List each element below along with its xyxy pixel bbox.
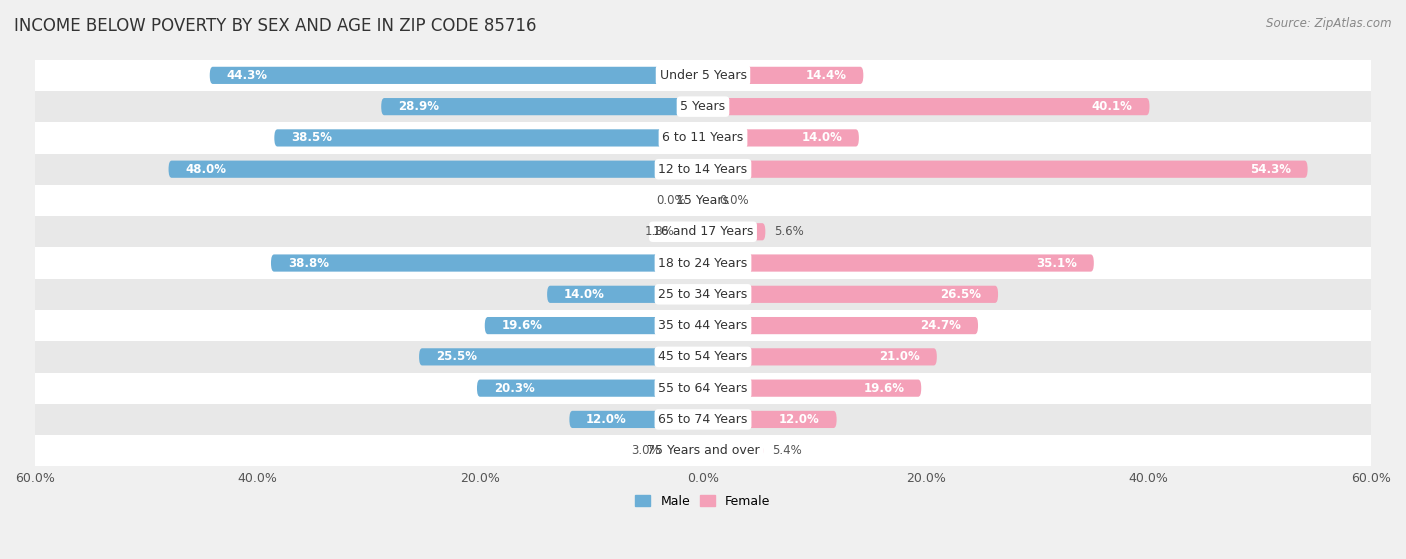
FancyBboxPatch shape <box>35 435 1371 466</box>
Text: Under 5 Years: Under 5 Years <box>659 69 747 82</box>
FancyBboxPatch shape <box>703 380 921 397</box>
FancyBboxPatch shape <box>703 286 998 303</box>
FancyBboxPatch shape <box>703 223 765 240</box>
Text: 35 to 44 Years: 35 to 44 Years <box>658 319 748 332</box>
FancyBboxPatch shape <box>35 60 1371 91</box>
Text: 12.0%: 12.0% <box>779 413 820 426</box>
FancyBboxPatch shape <box>703 254 1094 272</box>
Text: 38.5%: 38.5% <box>291 131 332 144</box>
FancyBboxPatch shape <box>35 154 1371 185</box>
Text: 54.3%: 54.3% <box>1250 163 1291 176</box>
FancyBboxPatch shape <box>274 129 703 146</box>
Text: 19.6%: 19.6% <box>502 319 543 332</box>
Text: 18 to 24 Years: 18 to 24 Years <box>658 257 748 269</box>
Text: 14.0%: 14.0% <box>801 131 842 144</box>
Text: 3.0%: 3.0% <box>631 444 661 457</box>
FancyBboxPatch shape <box>703 442 763 459</box>
Text: 26.5%: 26.5% <box>941 288 981 301</box>
Text: 1.8%: 1.8% <box>644 225 673 238</box>
Text: 0.0%: 0.0% <box>720 194 749 207</box>
Text: 44.3%: 44.3% <box>226 69 267 82</box>
FancyBboxPatch shape <box>485 317 703 334</box>
FancyBboxPatch shape <box>703 160 1308 178</box>
FancyBboxPatch shape <box>703 129 859 146</box>
Legend: Male, Female: Male, Female <box>630 490 776 513</box>
Text: 25.5%: 25.5% <box>436 350 477 363</box>
Text: 12.0%: 12.0% <box>586 413 627 426</box>
FancyBboxPatch shape <box>703 348 936 366</box>
Text: 15 Years: 15 Years <box>676 194 730 207</box>
Text: Source: ZipAtlas.com: Source: ZipAtlas.com <box>1267 17 1392 30</box>
Text: INCOME BELOW POVERTY BY SEX AND AGE IN ZIP CODE 85716: INCOME BELOW POVERTY BY SEX AND AGE IN Z… <box>14 17 537 35</box>
Text: 0.0%: 0.0% <box>657 194 686 207</box>
FancyBboxPatch shape <box>35 216 1371 248</box>
FancyBboxPatch shape <box>35 91 1371 122</box>
Text: 19.6%: 19.6% <box>863 382 904 395</box>
FancyBboxPatch shape <box>35 122 1371 154</box>
FancyBboxPatch shape <box>35 185 1371 216</box>
FancyBboxPatch shape <box>35 310 1371 341</box>
FancyBboxPatch shape <box>703 98 1150 115</box>
Text: 55 to 64 Years: 55 to 64 Years <box>658 382 748 395</box>
Text: 25 to 34 Years: 25 to 34 Years <box>658 288 748 301</box>
Text: 28.9%: 28.9% <box>398 100 439 113</box>
FancyBboxPatch shape <box>547 286 703 303</box>
Text: 20.3%: 20.3% <box>494 382 534 395</box>
FancyBboxPatch shape <box>703 67 863 84</box>
FancyBboxPatch shape <box>35 341 1371 372</box>
Text: 16 and 17 Years: 16 and 17 Years <box>652 225 754 238</box>
Text: 14.0%: 14.0% <box>564 288 605 301</box>
Text: 12 to 14 Years: 12 to 14 Years <box>658 163 748 176</box>
FancyBboxPatch shape <box>271 254 703 272</box>
FancyBboxPatch shape <box>683 223 703 240</box>
FancyBboxPatch shape <box>569 411 703 428</box>
FancyBboxPatch shape <box>419 348 703 366</box>
FancyBboxPatch shape <box>703 317 979 334</box>
FancyBboxPatch shape <box>35 372 1371 404</box>
FancyBboxPatch shape <box>35 404 1371 435</box>
Text: 35.1%: 35.1% <box>1036 257 1077 269</box>
FancyBboxPatch shape <box>35 279 1371 310</box>
FancyBboxPatch shape <box>381 98 703 115</box>
FancyBboxPatch shape <box>209 67 703 84</box>
Text: 5 Years: 5 Years <box>681 100 725 113</box>
Text: 45 to 54 Years: 45 to 54 Years <box>658 350 748 363</box>
Text: 38.8%: 38.8% <box>288 257 329 269</box>
FancyBboxPatch shape <box>477 380 703 397</box>
Text: 21.0%: 21.0% <box>879 350 920 363</box>
FancyBboxPatch shape <box>169 160 703 178</box>
Text: 14.4%: 14.4% <box>806 69 846 82</box>
Text: 5.6%: 5.6% <box>775 225 804 238</box>
FancyBboxPatch shape <box>35 248 1371 279</box>
Text: 5.4%: 5.4% <box>772 444 801 457</box>
Text: 48.0%: 48.0% <box>186 163 226 176</box>
Text: 24.7%: 24.7% <box>921 319 962 332</box>
Text: 65 to 74 Years: 65 to 74 Years <box>658 413 748 426</box>
Text: 40.1%: 40.1% <box>1092 100 1133 113</box>
FancyBboxPatch shape <box>703 411 837 428</box>
FancyBboxPatch shape <box>669 442 703 459</box>
Text: 6 to 11 Years: 6 to 11 Years <box>662 131 744 144</box>
Text: 75 Years and over: 75 Years and over <box>647 444 759 457</box>
